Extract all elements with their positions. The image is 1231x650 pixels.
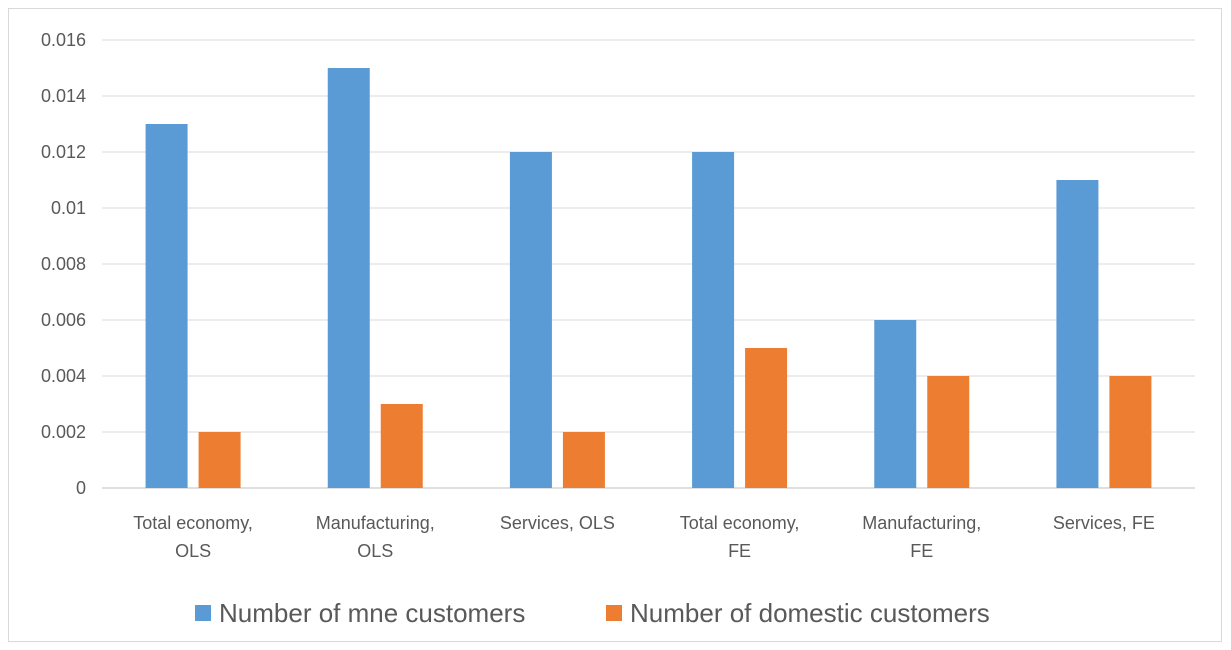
y-axis: 0 0.002 0.004 0.006 0.008 0.01 0.012 0.014 0.016 — [41, 30, 86, 498]
bar-domestic-1 — [380, 404, 423, 488]
y-tick-label: 0.01 — [51, 198, 86, 218]
bar-domestic-5 — [1109, 376, 1152, 488]
bar-domestic-4 — [927, 376, 970, 488]
bar-mne-4 — [874, 320, 917, 488]
bar-domestic-3 — [745, 348, 788, 488]
x-category-label: Services, FE — [1053, 513, 1155, 533]
legend-swatch-0 — [195, 605, 211, 621]
bar-mne-0 — [145, 124, 188, 488]
y-tick-label: 0.004 — [41, 366, 86, 386]
bar-domestic-0 — [198, 432, 241, 488]
x-category-label: FE — [728, 541, 751, 561]
legend: Number of mne customers Number of domesti… — [195, 598, 990, 628]
y-tick-label: 0.002 — [41, 422, 86, 442]
x-category-label: FE — [910, 541, 933, 561]
x-category-label: Manufacturing, — [862, 513, 981, 533]
bar-mne-1 — [327, 68, 370, 488]
y-tick-label: 0.014 — [41, 86, 86, 106]
grid-lines — [102, 39, 1195, 489]
legend-label-0: Number of mne customers — [219, 598, 525, 628]
y-tick-label: 0.006 — [41, 310, 86, 330]
x-category-label: OLS — [357, 541, 393, 561]
x-category-label: Services, OLS — [500, 513, 615, 533]
legend-label-1: Number of domestic customers — [630, 598, 990, 628]
y-tick-label: 0.016 — [41, 30, 86, 50]
bar-domestic-2 — [562, 432, 605, 488]
x-category-label: OLS — [175, 541, 211, 561]
x-category-label: Manufacturing, — [316, 513, 435, 533]
bars — [145, 68, 1152, 488]
y-tick-label: 0 — [76, 478, 86, 498]
bar-mne-3 — [692, 152, 735, 488]
x-category-label: Total economy, — [680, 513, 800, 533]
x-category-label: Total economy, — [133, 513, 253, 533]
legend-swatch-1 — [606, 605, 622, 621]
bar-mne-2 — [509, 152, 552, 488]
bar-mne-5 — [1056, 180, 1099, 488]
chart-frame — [8, 8, 1222, 642]
x-axis: Total economy, OLS Manufacturing, OLS Servic… — [133, 513, 1155, 561]
y-tick-label: 0.008 — [41, 254, 86, 274]
y-tick-label: 0.012 — [41, 142, 86, 162]
